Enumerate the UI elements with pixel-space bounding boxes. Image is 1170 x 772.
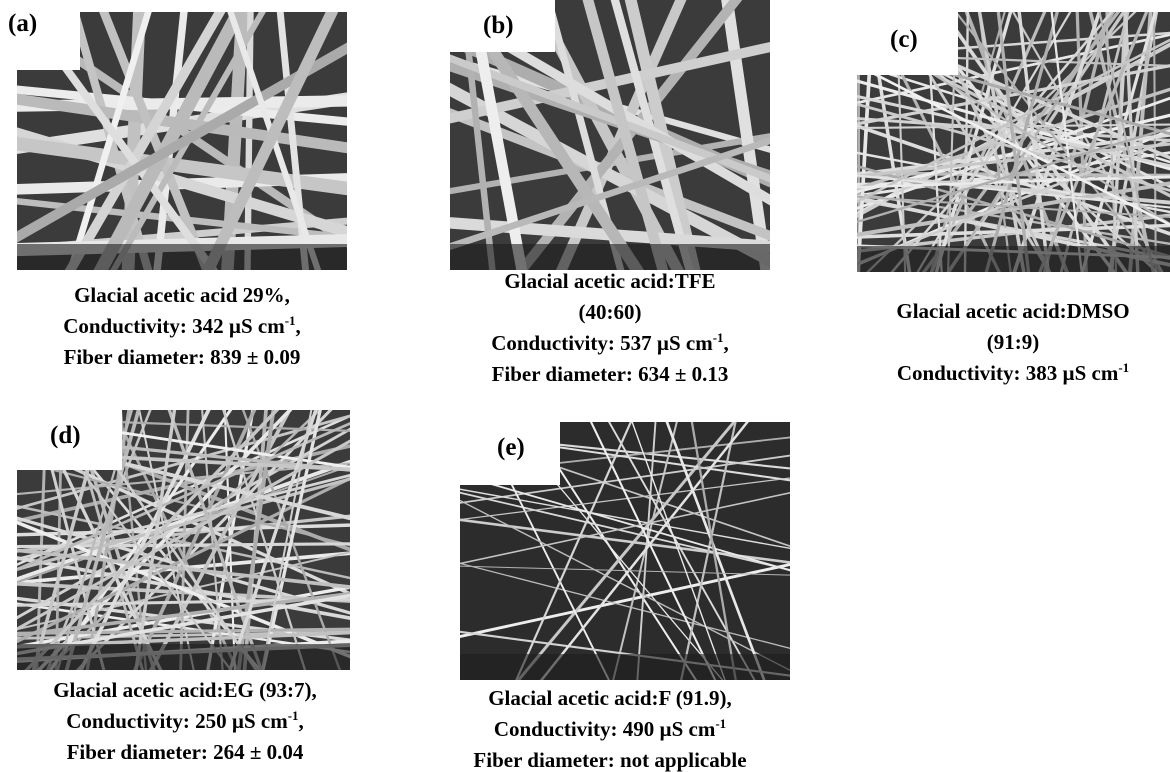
caption-text: (91:9) [987,330,1039,354]
caption: Glacial acetic acid:EG (93:7), Conductivi… [53,675,317,768]
caption-line: (91:9) [896,327,1129,358]
caption-text: (40:60) [579,300,642,324]
caption-text: Fiber diameter: 634 ± 0.13 [492,362,729,386]
caption: Glacial acetic acid:F (91.9), Conductivit… [473,683,746,772]
scale-bar-strip [17,244,347,270]
panel-label: (e) [497,434,525,462]
caption-text: Conductivity: 342 µS cm [63,314,285,338]
caption-line: Glacial acetic acid:TFE [491,266,729,297]
caption-text: Glacial acetic acid 29%, [74,283,290,307]
scale-bar-strip [460,654,790,680]
caption-line: Glacial acetic acid:EG (93:7), [53,675,317,706]
caption-line: Conductivity: 383 µS cm-1 [896,358,1129,389]
caption-line: Fiber diameter: 839 ± 0.09 [63,342,301,373]
caption-text: , [299,709,304,733]
panel-label: (c) [890,26,918,54]
caption-text: Glacial acetic acid:TFE [504,269,715,293]
caption-text: , [296,314,301,338]
caption-line: Glacial acetic acid:F (91.9), [473,683,746,714]
caption-text: Fiber diameter: not applicable [473,748,746,772]
caption-text: Glacial acetic acid:DMSO [896,299,1129,323]
panel-label: (a) [8,10,37,38]
caption: Glacial acetic acid 29%, Conductivity: 34… [63,280,301,373]
superscript: -1 [288,708,299,723]
caption-line: Glacial acetic acid 29%, [63,280,301,311]
caption-text: Conductivity: 490 µS cm [494,717,716,741]
caption-line: Fiber diameter: not applicable [473,745,746,772]
superscript: -1 [715,716,726,731]
caption-line: Fiber diameter: 634 ± 0.13 [491,359,729,390]
caption-line: Conductivity: 250 µS cm-1, [53,706,317,737]
caption-text: Conductivity: 383 µS cm [897,361,1119,385]
superscript: -1 [1118,360,1129,375]
caption-text: Conductivity: 250 µS cm [66,709,288,733]
caption-line: Glacial acetic acid:DMSO [896,296,1129,327]
caption-text: Fiber diameter: 264 ± 0.04 [67,740,304,764]
caption: Glacial acetic acid:TFE (40:60) Conductivi… [491,266,729,390]
caption-line: Conductivity: 490 µS cm-1 [473,714,746,745]
caption-line: Fiber diameter: 264 ± 0.04 [53,737,317,768]
caption-text: Glacial acetic acid:F (91.9), [488,686,732,710]
caption-text: Fiber diameter: 839 ± 0.09 [64,345,301,369]
superscript: -1 [713,330,724,345]
caption: Glacial acetic acid:DMSO (91:9) Conductivi… [896,296,1129,389]
scale-bar-strip [17,644,350,670]
caption-line: (40:60) [491,297,729,328]
caption-text: Conductivity: 537 µS cm [491,331,713,355]
caption-text: , [724,331,729,355]
panel-label: (b) [483,12,514,40]
figure: (a) Glacial acetic acid 29%, Conductivity:… [0,0,1170,772]
superscript: -1 [285,313,296,328]
caption-line: Conductivity: 537 µS cm-1, [491,328,729,359]
panel-label: (d) [50,422,81,450]
scale-bar-strip [857,246,1170,272]
caption-line: Conductivity: 342 µS cm-1, [63,311,301,342]
caption-text: Glacial acetic acid:EG (93:7), [53,678,317,702]
